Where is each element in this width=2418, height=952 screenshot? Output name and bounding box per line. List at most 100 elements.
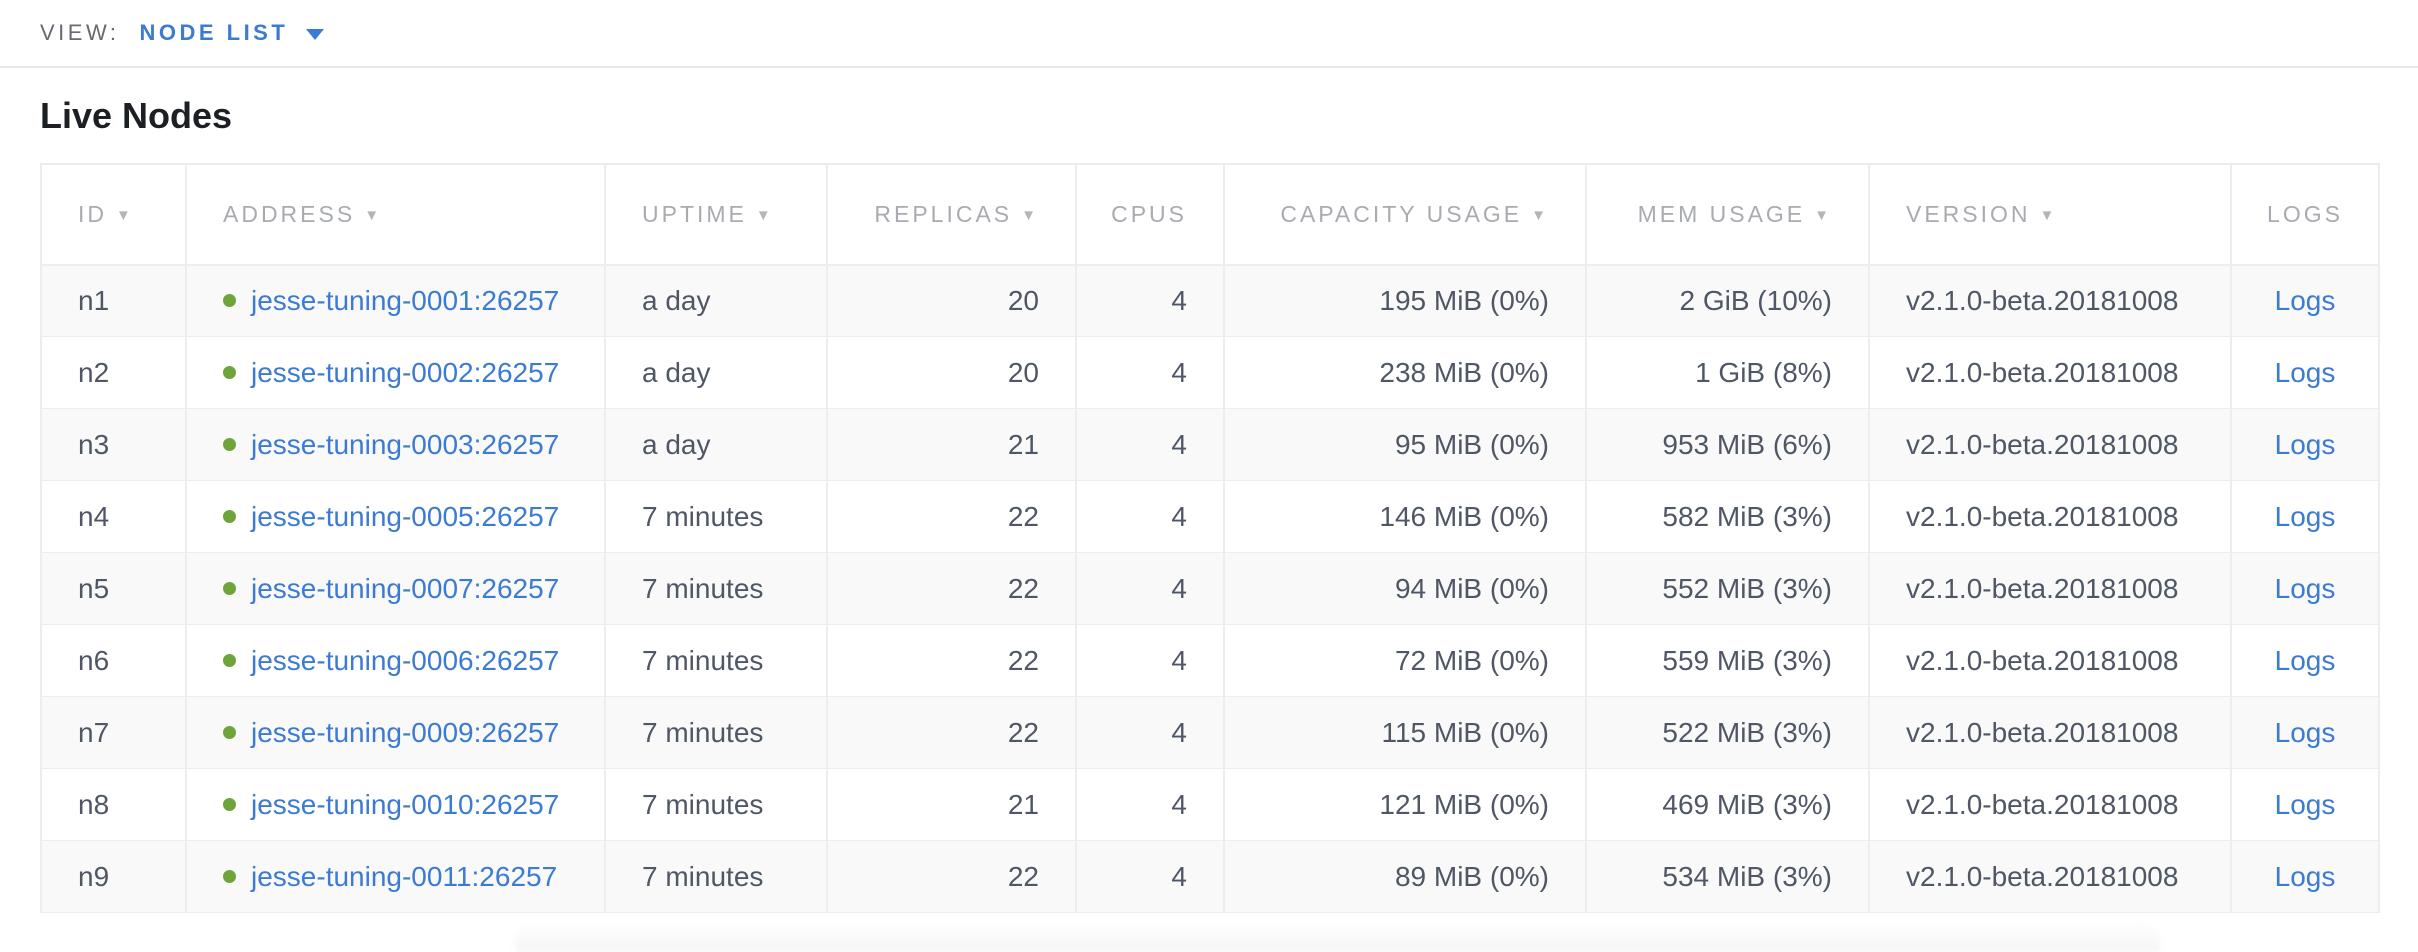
table-row: n5 jesse-tuning-0007:26257 7 minutes 22 4 94 … — [40, 552, 2380, 626]
node-address-link[interactable]: jesse-tuning-0009:26257 — [251, 716, 560, 748]
node-address: jesse-tuning-0009:26257 — [223, 717, 592, 749]
column-header-label: ADDRESS — [223, 200, 356, 227]
view-dropdown[interactable]: NODE LIST — [139, 20, 325, 46]
cell-cpus: 4 — [1075, 840, 1225, 914]
cell-id: n4 — [40, 480, 187, 554]
cell-cpus: 4 — [1075, 552, 1225, 626]
cell-logs: Logs — [2230, 768, 2380, 842]
column-header-id[interactable]: ID ▼ — [40, 162, 187, 266]
cell-address: jesse-tuning-0001:26257 — [185, 264, 606, 338]
cell-address: jesse-tuning-0005:26257 — [185, 480, 606, 554]
cell-cpus: 4 — [1075, 336, 1225, 410]
cell-mem: 469 MiB (3%) — [1585, 768, 1870, 842]
sort-desc-icon: ▼ — [755, 206, 774, 224]
node-address-link[interactable]: jesse-tuning-0010:26257 — [251, 788, 560, 820]
cell-capacity: 72 MiB (0%) — [1223, 624, 1587, 698]
cell-id: n2 — [40, 336, 187, 410]
sort-desc-icon: ▼ — [1021, 206, 1039, 224]
view-label: VIEW: — [40, 20, 120, 45]
node-logs-link[interactable]: Logs — [2274, 788, 2336, 820]
chevron-down-icon — [306, 29, 325, 40]
column-header-address[interactable]: ADDRESS ▼ — [185, 162, 606, 266]
node-logs-link[interactable]: Logs — [2274, 428, 2336, 460]
node-live-status-icon — [223, 510, 236, 524]
node-logs-link[interactable]: Logs — [2274, 860, 2336, 892]
cell-mem: 2 GiB (10%) — [1585, 264, 1870, 338]
cell-id: n1 — [40, 264, 187, 338]
cell-address: jesse-tuning-0009:26257 — [185, 696, 606, 770]
cell-uptime: 7 minutes — [604, 624, 828, 698]
cell-cpus: 4 — [1075, 768, 1225, 842]
node-address-link[interactable]: jesse-tuning-0001:26257 — [251, 284, 560, 316]
cell-logs: Logs — [2230, 480, 2380, 554]
cell-mem: 534 MiB (3%) — [1585, 840, 1870, 914]
live-nodes-table-container: ID ▼ ADDRESS ▼ UPTIME ▼ REPLICAS ▼ CPUS CAPACITY … — [40, 162, 2380, 914]
cell-id: n5 — [40, 552, 187, 626]
cell-logs: Logs — [2230, 840, 2380, 914]
cell-uptime: 7 minutes — [604, 840, 828, 914]
node-logs-link[interactable]: Logs — [2274, 572, 2336, 604]
cell-version: v2.1.0-beta.20181008 — [1868, 264, 2232, 338]
cell-address: jesse-tuning-0002:26257 — [185, 336, 606, 410]
cell-cpus: 4 — [1075, 624, 1225, 698]
cell-logs: Logs — [2230, 336, 2380, 410]
cell-cpus: 4 — [1075, 264, 1225, 338]
cell-version: v2.1.0-beta.20181008 — [1868, 336, 2232, 410]
node-logs-link[interactable]: Logs — [2274, 356, 2336, 388]
node-live-status-icon — [223, 438, 236, 452]
node-address-link[interactable]: jesse-tuning-0006:26257 — [251, 644, 560, 676]
cell-id: n8 — [40, 768, 187, 842]
cell-mem: 559 MiB (3%) — [1585, 624, 1870, 698]
node-logs-link[interactable]: Logs — [2274, 284, 2336, 316]
node-logs-link[interactable]: Logs — [2274, 716, 2336, 748]
column-header-label: CPUS — [1111, 200, 1187, 227]
node-address-link[interactable]: jesse-tuning-0003:26257 — [251, 428, 560, 460]
column-header-uptime[interactable]: UPTIME ▼ — [604, 162, 828, 266]
table-row: n8 jesse-tuning-0010:26257 7 minutes 21 4 121… — [40, 768, 2380, 842]
node-logs-link[interactable]: Logs — [2274, 644, 2336, 676]
column-header-label: MEM USAGE — [1637, 200, 1806, 227]
cell-uptime: 7 minutes — [604, 768, 828, 842]
cell-capacity: 89 MiB (0%) — [1223, 840, 1587, 914]
node-live-status-icon — [223, 294, 236, 308]
node-address-link[interactable]: jesse-tuning-0011:26257 — [251, 860, 558, 892]
sort-desc-icon: ▼ — [116, 206, 134, 224]
node-live-status-icon — [223, 654, 236, 668]
cell-uptime: a day — [604, 336, 828, 410]
table-row: n1 jesse-tuning-0001:26257 a day 20 4 195 MiB… — [40, 264, 2380, 338]
node-address-link[interactable]: jesse-tuning-0007:26257 — [251, 572, 560, 604]
node-live-status-icon — [223, 870, 236, 884]
sort-desc-icon: ▼ — [1814, 206, 1832, 224]
column-header-label: LOGS — [2267, 200, 2343, 227]
cell-replicas: 22 — [826, 696, 1077, 770]
cell-id: n7 — [40, 696, 187, 770]
node-address-link[interactable]: jesse-tuning-0002:26257 — [251, 356, 560, 388]
table-row: n6 jesse-tuning-0006:26257 7 minutes 22 4 72 … — [40, 624, 2380, 698]
cell-version: v2.1.0-beta.20181008 — [1868, 480, 2232, 554]
column-header-mem-usage[interactable]: MEM USAGE ▼ — [1585, 162, 1870, 266]
cell-cpus: 4 — [1075, 480, 1225, 554]
cell-version: v2.1.0-beta.20181008 — [1868, 768, 2232, 842]
node-logs-link[interactable]: Logs — [2274, 500, 2336, 532]
node-address-link[interactable]: jesse-tuning-0005:26257 — [251, 500, 560, 532]
node-live-status-icon — [223, 726, 236, 740]
cell-id: n3 — [40, 408, 187, 482]
bottom-shadow — [515, 922, 2160, 952]
sort-desc-icon: ▼ — [2039, 206, 2058, 224]
column-header-replicas[interactable]: REPLICAS ▼ — [826, 162, 1077, 266]
cell-address: jesse-tuning-0010:26257 — [185, 768, 606, 842]
table-row: n9 jesse-tuning-0011:26257 7 minutes 22 4 89 … — [40, 840, 2380, 914]
cell-version: v2.1.0-beta.20181008 — [1868, 696, 2232, 770]
page-title: Live Nodes — [40, 95, 233, 136]
column-header-capacity-usage[interactable]: CAPACITY USAGE ▼ — [1223, 162, 1587, 266]
cell-replicas: 22 — [826, 552, 1077, 626]
node-address: jesse-tuning-0010:26257 — [223, 789, 592, 821]
cell-replicas: 20 — [826, 336, 1077, 410]
cell-logs: Logs — [2230, 552, 2380, 626]
column-header-version[interactable]: VERSION ▼ — [1868, 162, 2232, 266]
cell-cpus: 4 — [1075, 696, 1225, 770]
cell-logs: Logs — [2230, 696, 2380, 770]
node-address: jesse-tuning-0002:26257 — [223, 357, 592, 389]
cell-mem: 552 MiB (3%) — [1585, 552, 1870, 626]
cell-capacity: 115 MiB (0%) — [1223, 696, 1587, 770]
